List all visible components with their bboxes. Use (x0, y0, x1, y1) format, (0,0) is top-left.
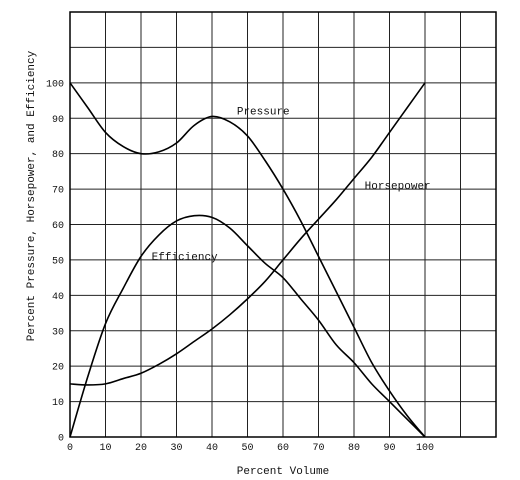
y-tick-label: 100 (46, 79, 64, 90)
x-tick-label: 60 (277, 443, 289, 454)
y-tick-label: 50 (52, 256, 64, 267)
y-tick-label: 40 (52, 292, 64, 303)
grid-lines (70, 12, 496, 437)
y-tick-label: 80 (52, 150, 64, 161)
horsepower-label: Horsepower (365, 181, 431, 193)
x-tick-label: 20 (135, 443, 147, 454)
x-tick-label: 0 (67, 443, 73, 454)
x-tick-label: 30 (170, 443, 182, 454)
series-labels: Pressure Horsepower Efficiency (152, 107, 431, 264)
pressure-label: Pressure (237, 107, 290, 119)
curves (69, 82, 426, 438)
x-tick-label: 90 (383, 443, 395, 454)
y-tick-label: 60 (52, 221, 64, 232)
plot-frame (69, 11, 497, 438)
y-tick-labels: 0 10 20 30 40 50 60 70 80 90 100 (46, 79, 64, 444)
y-tick-label: 70 (52, 186, 64, 197)
efficiency-label: Efficiency (152, 252, 218, 264)
x-tick-labels: 0 10 20 30 40 50 60 70 80 90 100 (67, 443, 434, 454)
x-tick-label: 10 (99, 443, 111, 454)
x-tick-label: 100 (416, 443, 434, 454)
efficiency-curve (69, 214, 426, 438)
x-tick-label: 70 (312, 443, 324, 454)
pressure-curve (69, 82, 426, 438)
horsepower-curve (69, 82, 426, 386)
y-tick-label: 90 (52, 115, 64, 126)
x-tick-label: 50 (241, 443, 253, 454)
y-tick-label: 20 (52, 363, 64, 374)
y-tick-label: 10 (52, 398, 64, 409)
y-tick-label: 0 (58, 434, 64, 445)
y-axis-title: Percent Pressure, Horsepower, and Effici… (26, 50, 38, 341)
x-tick-label: 80 (348, 443, 360, 454)
y-tick-label: 30 (52, 327, 64, 338)
x-tick-label: 40 (206, 443, 218, 454)
x-axis-title: Percent Volume (237, 466, 329, 478)
